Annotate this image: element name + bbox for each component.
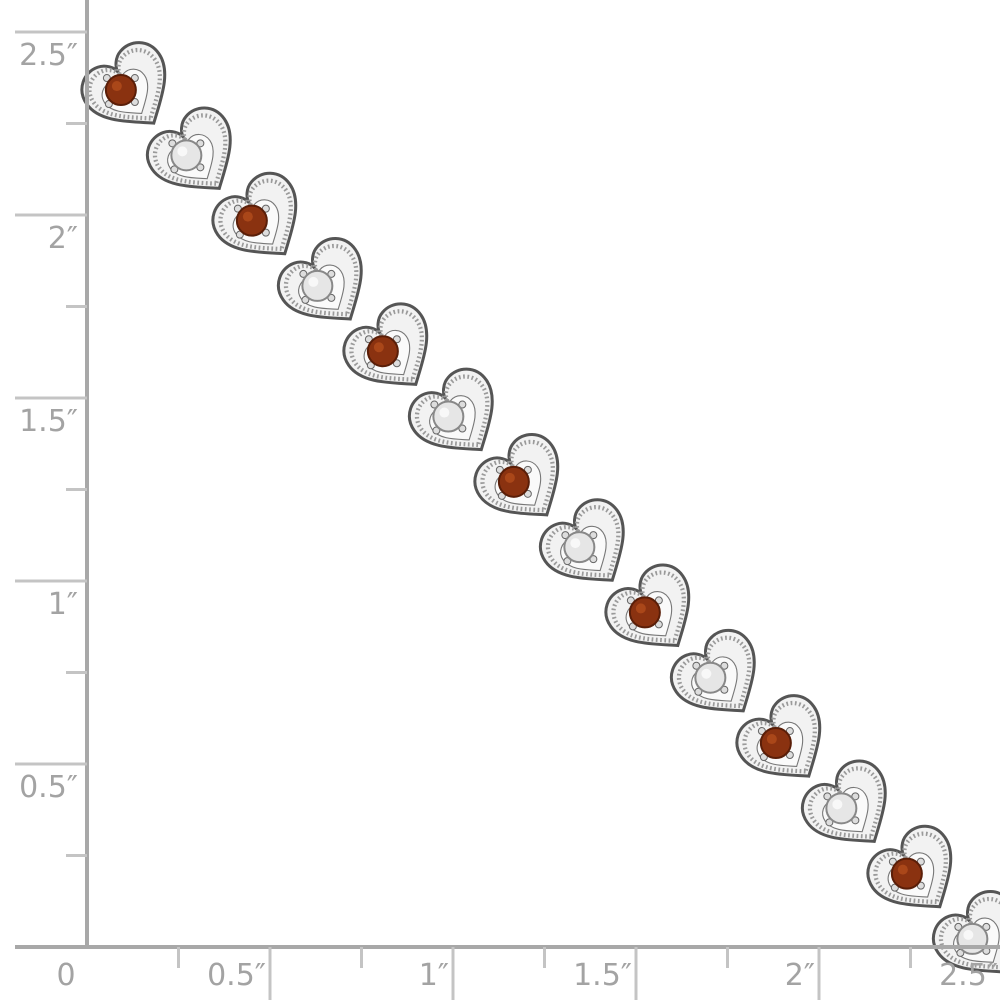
garnet-stone [890, 857, 923, 890]
garnet-setting [626, 596, 663, 631]
heart-bracelet [80, 41, 1000, 974]
garnet-stone [497, 465, 530, 498]
heart-link [539, 498, 625, 582]
diamond-stone [956, 922, 989, 955]
garnet-setting [495, 465, 532, 500]
diamond-stone [301, 269, 334, 302]
heart-link [473, 432, 560, 517]
diamond-setting [692, 661, 729, 696]
ruler-y-label: 1.5″ [19, 404, 78, 439]
garnet-stone [759, 727, 792, 760]
garnet-stone [104, 74, 137, 107]
garnet-stone [235, 204, 268, 237]
heart-link [604, 563, 691, 648]
stone-highlight [504, 472, 515, 483]
stone-highlight [111, 81, 122, 92]
ruler-y-label: 2.5″ [19, 38, 78, 73]
diamond-setting [954, 922, 991, 957]
heart-link [801, 759, 887, 844]
heart-link [866, 824, 953, 909]
ruler-y-label: 1″ [48, 587, 78, 622]
beaded-border [152, 113, 228, 186]
diamond-setting [299, 269, 336, 304]
stone-highlight [963, 929, 974, 940]
ruler-x-label: 1.5″ [573, 958, 632, 993]
ruler-x-label: 0 [56, 958, 75, 993]
heart-link [342, 302, 429, 386]
diamond-stone [563, 531, 596, 564]
stone-highlight [897, 864, 908, 875]
beaded-border [742, 700, 817, 774]
garnet-stone [628, 596, 661, 629]
stone-highlight [242, 211, 253, 222]
beaded-border [611, 570, 686, 644]
beaded-border [873, 831, 948, 905]
ruler-x-label: 2.5″ [939, 958, 998, 993]
beaded-border [349, 309, 424, 382]
heart-link [80, 41, 167, 125]
heart-link [146, 106, 232, 191]
ruler-y-label: 2″ [48, 221, 78, 256]
stone-highlight [766, 734, 777, 745]
garnet-setting [757, 727, 794, 762]
garnet-setting [888, 857, 925, 892]
garnet-setting [102, 74, 139, 109]
beaded-border [218, 178, 293, 252]
stone-highlight [635, 603, 646, 614]
heart-link [211, 171, 298, 256]
diamond-setting [561, 531, 598, 566]
diamond-stone [432, 400, 465, 433]
stone-highlight [439, 407, 450, 418]
stone-highlight [832, 799, 843, 810]
stone-highlight [701, 668, 712, 679]
ruler-x-label: 1″ [419, 958, 449, 993]
beaded-border [414, 374, 490, 448]
heart-link [735, 694, 822, 778]
heart-link [408, 367, 494, 452]
diamond-stone [694, 661, 727, 694]
diamond-stone [825, 792, 858, 825]
garnet-setting [233, 204, 270, 239]
diamond-setting [168, 139, 205, 174]
stone-highlight [308, 276, 319, 287]
garnet-setting [364, 335, 401, 370]
ruler-y-label: 0.5″ [19, 770, 78, 805]
beaded-border [676, 635, 752, 709]
beaded-border [545, 505, 621, 578]
diamond-setting [823, 792, 860, 827]
beaded-border [807, 766, 883, 839]
beaded-border [480, 439, 555, 513]
ruler-x-label: 2″ [785, 958, 815, 993]
stone-highlight [570, 538, 581, 549]
beaded-border [938, 896, 1000, 970]
diamond-stone [170, 139, 203, 172]
stone-highlight [373, 342, 384, 353]
stone-highlight [177, 146, 188, 157]
heart-link [277, 237, 363, 321]
heart-link [670, 628, 756, 713]
diamond-setting [430, 400, 467, 435]
ruler: 0 0.5″ 1″ 1.5″ 2″ 2.5″ 0.5″ 1″ 1.5″ 2″ 2.5″ [15, 0, 1000, 1000]
beaded-border [87, 47, 162, 121]
garnet-stone [366, 335, 399, 368]
ruler-x-label: 0.5″ [207, 958, 266, 993]
beaded-border [283, 243, 359, 317]
